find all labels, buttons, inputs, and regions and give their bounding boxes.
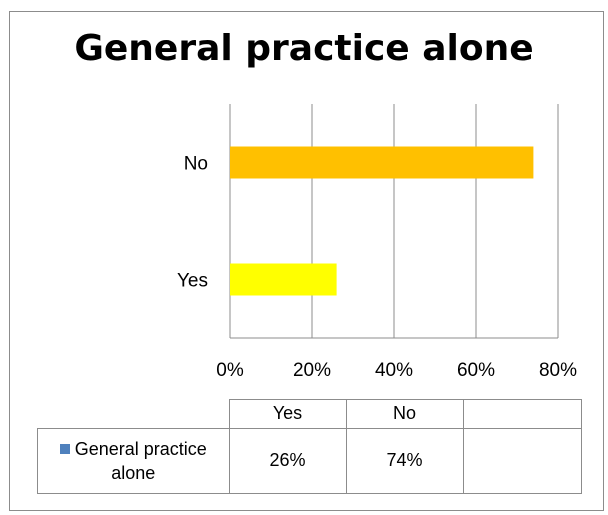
data-table-header-row: Yes No	[37, 399, 582, 429]
category-label-yes: Yes	[177, 271, 208, 292]
chart-plot: 0% 20% 40% 60% 80% Yes No	[177, 104, 577, 381]
chart-title: General practice alone	[74, 28, 534, 69]
x-tick-label: 0%	[216, 360, 244, 381]
data-table-header-yes: Yes	[228, 399, 347, 429]
data-table-value-yes: 26%	[228, 427, 347, 494]
x-tick-label: 80%	[539, 360, 577, 381]
x-tick-label: 40%	[375, 360, 413, 381]
bar-no	[230, 146, 534, 179]
data-table-header-empty	[462, 399, 582, 429]
data-table-row-label: General practice alone	[37, 427, 230, 494]
data-table-value-no: 74%	[345, 427, 464, 494]
x-tick-label: 20%	[293, 360, 331, 381]
legend-key-icon	[59, 443, 70, 454]
data-table-row: General practice alone 26% 74%	[37, 427, 582, 494]
bar-yes	[230, 263, 337, 296]
data-table-value-empty	[462, 427, 582, 494]
data-table: Yes No General practice alone 26% 74%	[37, 399, 582, 494]
x-tick-label: 60%	[457, 360, 495, 381]
category-label-no: No	[184, 154, 208, 175]
data-table-corner	[37, 399, 230, 429]
data-table-header-no: No	[345, 399, 464, 429]
data-table-row-label-text: General practice alone	[74, 438, 207, 483]
